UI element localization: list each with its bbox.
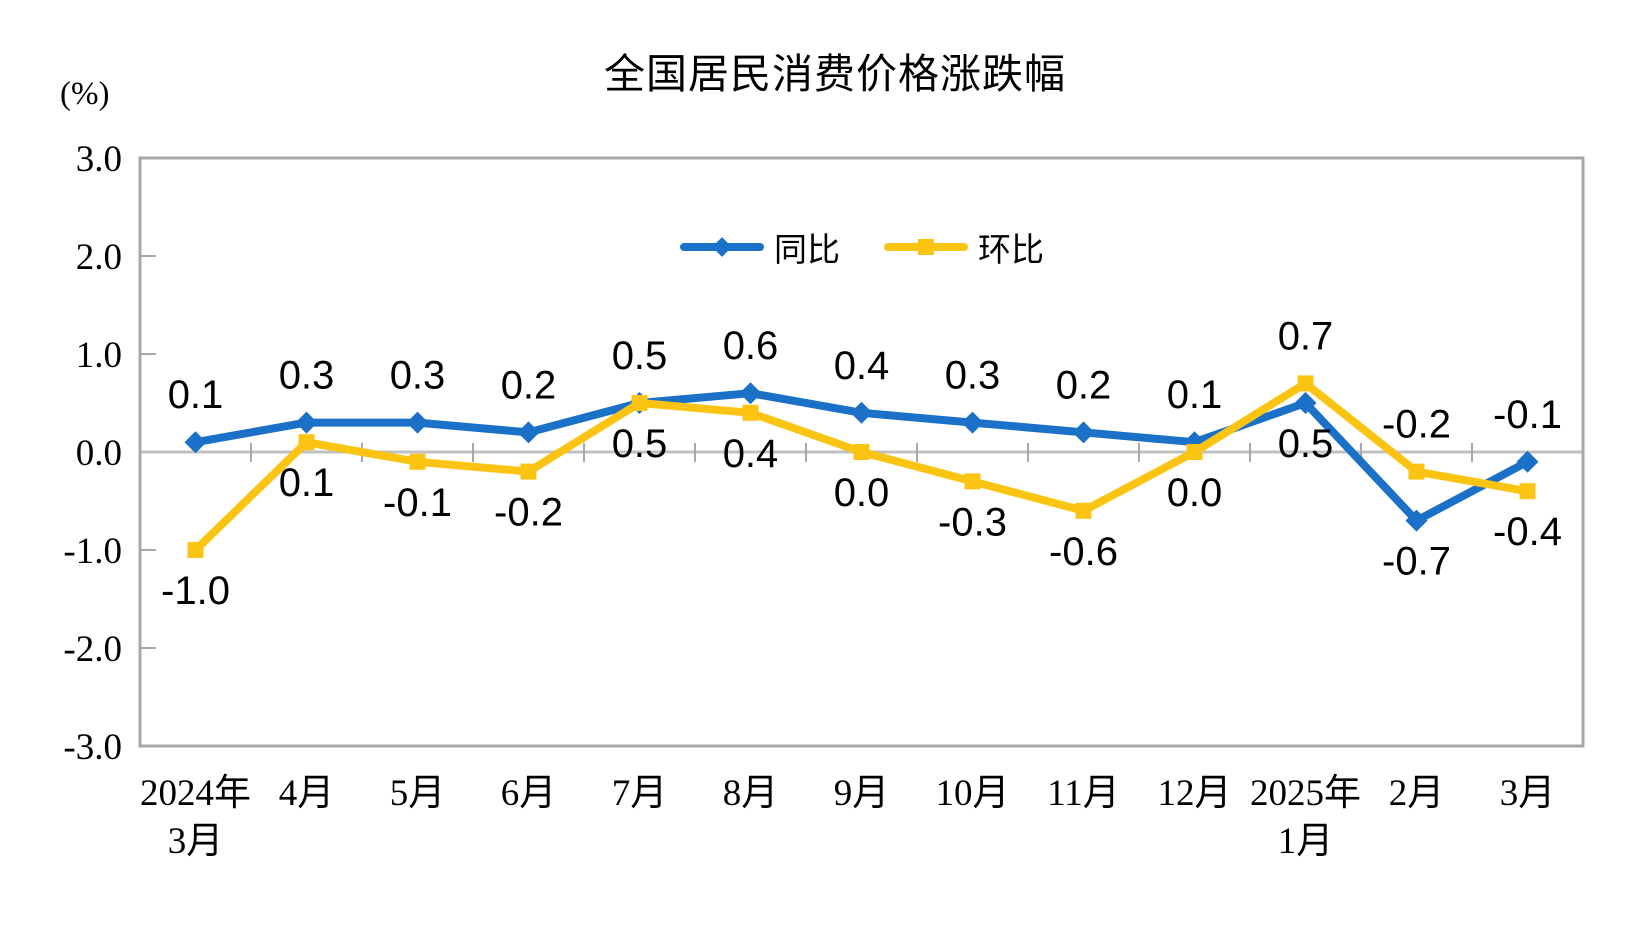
data-label: 0.1 (279, 461, 335, 505)
tongbi-diamond-marker (406, 411, 429, 434)
tongbi-diamond-marker (517, 421, 540, 444)
y-tick-label: 1.0 (76, 335, 122, 376)
huanbi-square-marker (1075, 502, 1092, 519)
y-tick-label: 2.0 (76, 237, 122, 278)
data-label: 0.6 (723, 324, 779, 368)
tongbi-diamond-marker (1405, 509, 1428, 532)
x-tick-label: 5月 (390, 773, 446, 814)
x-tick-label: 2024年 (140, 772, 251, 814)
legend-item-tongbi: 同比 (680, 223, 840, 271)
chart-legend: 同比 环比 (680, 224, 1044, 270)
x-tick-label: 3月 (1500, 773, 1556, 814)
x-tick-label: 11月 (1047, 773, 1120, 814)
series-huanbi (187, 375, 1536, 558)
data-label: -0.7 (1382, 540, 1451, 584)
huanbi-square-marker-icon (918, 239, 934, 255)
data-label: -0.1 (1493, 393, 1562, 437)
data-label: 0.0 (834, 471, 890, 515)
data-label: -0.6 (1049, 530, 1118, 574)
huanbi-square-marker (1297, 375, 1314, 392)
tongbi-diamond-marker (961, 411, 984, 434)
data-label: 0.3 (279, 354, 335, 398)
x-tick-label-line2: 3月 (168, 821, 224, 862)
x-tick-label-line2: 1月 (1278, 821, 1334, 862)
tongbi-diamond-marker (850, 401, 873, 424)
data-label: 0.5 (612, 334, 668, 378)
x-tick-label: 10月 (936, 773, 1010, 814)
huanbi-square-marker (298, 434, 315, 451)
tongbi-line-sample (680, 237, 764, 257)
data-label: 0.1 (168, 373, 224, 417)
data-label: -0.2 (1382, 403, 1451, 447)
legend-label-huanbi: 环比 (978, 231, 1044, 268)
y-tick-label: -2.0 (63, 629, 122, 670)
huanbi-square-marker (742, 404, 759, 421)
x-tick-label: 6月 (501, 773, 557, 814)
y-tick-label: -3.0 (63, 727, 122, 768)
tongbi-diamond-marker (739, 382, 762, 405)
data-label: 0.5 (1278, 422, 1334, 466)
huanbi-square-marker (631, 395, 648, 411)
chart-title: 全国居民消费价格涨跌幅 (604, 51, 1066, 97)
huanbi-square-marker (1519, 483, 1536, 500)
data-label: 0.2 (501, 363, 557, 407)
tongbi-diamond-marker (1516, 450, 1539, 473)
y-tick-label: 0.0 (76, 433, 122, 474)
data-label: 0.0 (1167, 471, 1223, 515)
huanbi-square-marker (853, 444, 870, 460)
huanbi-line-sample (884, 239, 968, 255)
tongbi-diamond-marker (1072, 421, 1095, 444)
x-tick-label: 2月 (1389, 773, 1445, 814)
data-label: 0.7 (1278, 314, 1334, 358)
huanbi-square-marker (187, 542, 204, 558)
data-label: -0.4 (1493, 510, 1562, 554)
data-label: -0.3 (938, 500, 1007, 544)
legend-item-huanbi: 环比 (884, 223, 1044, 271)
x-tick-label: 7月 (612, 773, 668, 814)
data-label: 0.4 (723, 432, 779, 476)
tongbi-diamond-marker (1294, 392, 1317, 414)
y-axis: 3.0 2.0 1.0 0.0 -1.0 -2.0 -3.0 (63, 139, 156, 768)
data-label: -1.0 (161, 569, 230, 613)
y-axis-unit-label: (%) (60, 76, 110, 112)
tongbi-diamond-marker (184, 431, 207, 454)
x-tick-label: 9月 (834, 773, 890, 814)
y-tick-label: -1.0 (63, 531, 122, 572)
x-axis-labels: 2024年 3月 4月 5月 6月 7月 8月 9月 10月 11月 12月 2025年 1月 2月 3月 (140, 772, 1555, 862)
plot-border (138, 156, 1585, 748)
huanbi-square-marker (1186, 444, 1203, 460)
data-label: -0.2 (494, 491, 563, 535)
tongbi-diamond-marker-icon (712, 237, 732, 257)
huanbi-square-marker (1408, 463, 1425, 480)
huanbi-square-marker (520, 463, 537, 480)
data-label: 0.4 (834, 344, 890, 388)
data-label: 0.3 (390, 354, 446, 398)
x-tick-label: 2025年 (1250, 772, 1361, 814)
tongbi-diamond-marker (295, 411, 318, 434)
legend-label-tongbi: 同比 (774, 231, 840, 268)
huanbi-square-marker (964, 473, 981, 490)
y-tick-label: 3.0 (76, 139, 122, 180)
x-tick-label: 8月 (723, 773, 779, 814)
huanbi-square-marker (409, 453, 426, 470)
data-label: 0.5 (612, 422, 668, 466)
x-tick-label: 4月 (279, 773, 335, 814)
data-labels: 0.1 -1.0 0.3 0.1 0.3 -0.1 0.2 -0.2 0.5 0.5 0.6 0.4 0… (161, 314, 1562, 613)
data-label: -0.1 (383, 481, 452, 525)
data-label: 0.2 (1056, 363, 1112, 407)
x-tick-label: 12月 (1158, 773, 1232, 814)
data-label: 0.3 (945, 354, 1001, 398)
data-label: 0.1 (1167, 373, 1223, 417)
